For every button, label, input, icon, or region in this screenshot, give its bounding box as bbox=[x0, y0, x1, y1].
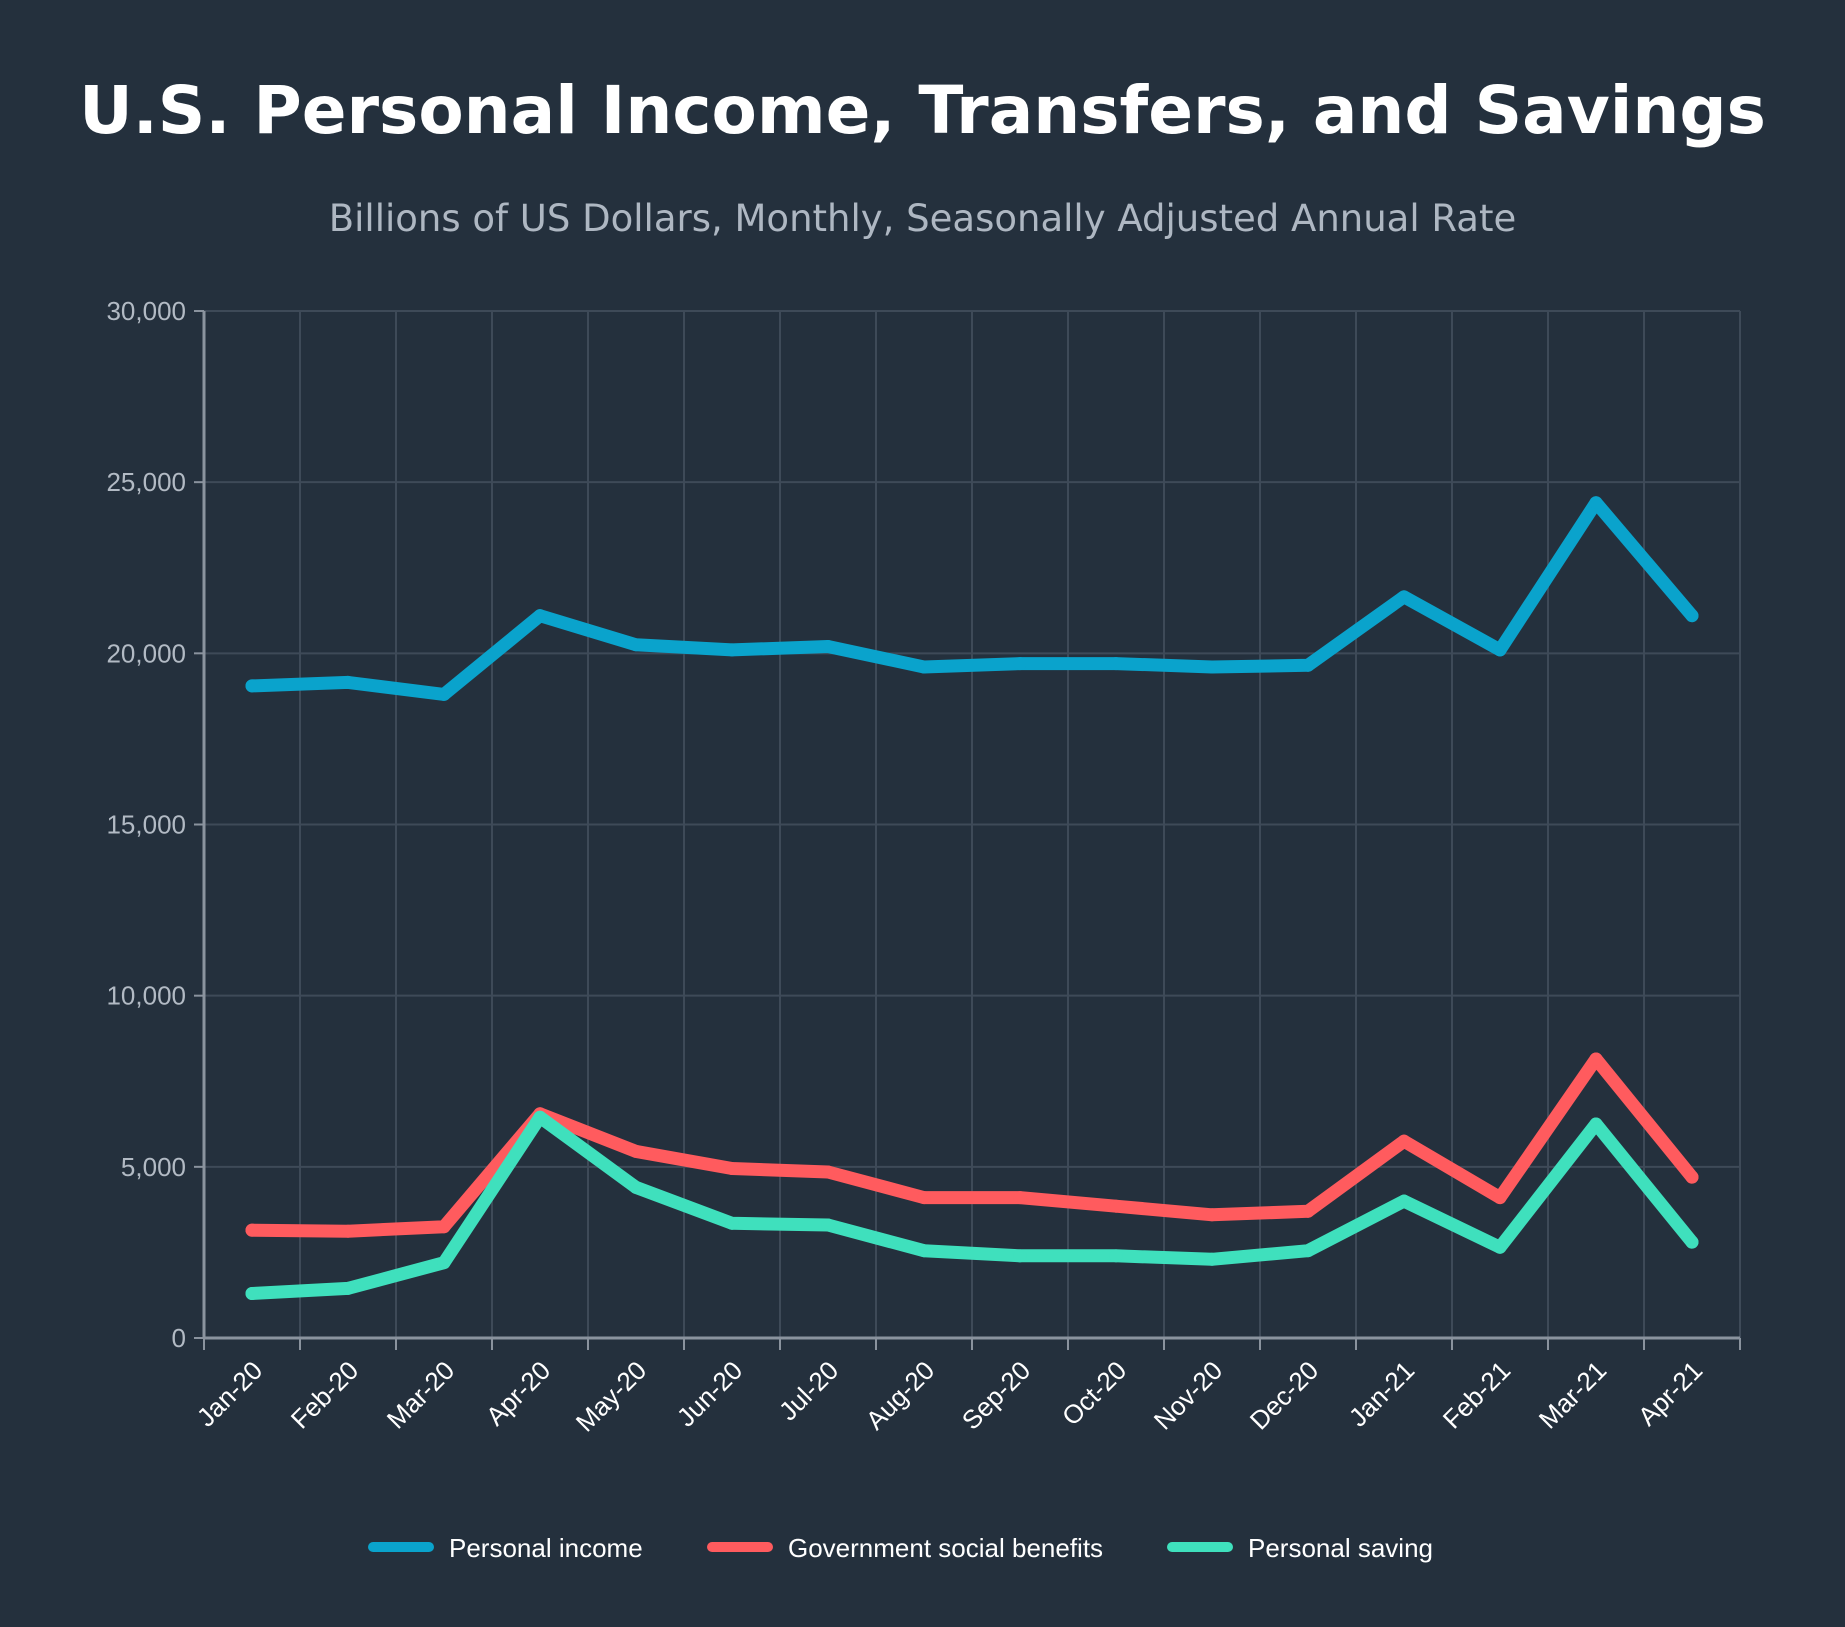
data-point bbox=[1685, 1170, 1699, 1184]
y-tick-label: 10,000 bbox=[106, 981, 186, 1011]
data-point bbox=[1685, 609, 1699, 623]
legend-label: Personal income bbox=[449, 1533, 643, 1563]
data-point bbox=[1493, 1191, 1507, 1205]
data-point bbox=[1589, 496, 1603, 510]
x-tick-label: Mar-21 bbox=[1533, 1355, 1612, 1434]
y-tick-label: 25,000 bbox=[106, 467, 186, 497]
x-tick-label: Aug-20 bbox=[860, 1355, 940, 1435]
data-point bbox=[1397, 1134, 1411, 1148]
data-point bbox=[629, 1144, 643, 1158]
x-tick-label: May-20 bbox=[570, 1355, 653, 1438]
chart-subtitle: Billions of US Dollars, Monthly, Seasona… bbox=[328, 197, 1517, 240]
data-point bbox=[917, 1191, 931, 1205]
x-tick-label: Mar-20 bbox=[381, 1355, 460, 1434]
y-tick-label: 0 bbox=[172, 1323, 186, 1353]
axes: 0 5,000 10,000 15,000 20,000 25,000 30,000 Jan-… bbox=[106, 296, 1741, 1438]
data-point bbox=[821, 639, 835, 653]
data-point bbox=[1013, 657, 1027, 671]
x-tick-label: Feb-21 bbox=[1437, 1355, 1516, 1434]
x-tick-label: Dec-20 bbox=[1244, 1355, 1324, 1435]
chart-title: U.S. Personal Income, Transfers, and Sav… bbox=[79, 72, 1766, 149]
data-point bbox=[1493, 643, 1507, 657]
data-point bbox=[1013, 1191, 1027, 1205]
x-tick-label: Jan-21 bbox=[1343, 1355, 1420, 1432]
data-point bbox=[917, 660, 931, 674]
data-point bbox=[1109, 1249, 1123, 1263]
data-point bbox=[1589, 1052, 1603, 1066]
data-point bbox=[1205, 1252, 1219, 1266]
data-point bbox=[1301, 1244, 1315, 1258]
data-point bbox=[1301, 658, 1315, 672]
data-point bbox=[437, 687, 451, 701]
series-line-government-social-benefits bbox=[245, 1052, 1699, 1238]
x-tick-label: Jul-20 bbox=[773, 1355, 844, 1426]
data-point bbox=[1589, 1117, 1603, 1131]
data-point bbox=[629, 638, 643, 652]
data-point bbox=[437, 1256, 451, 1270]
data-point bbox=[725, 643, 739, 657]
series-line-personal-saving bbox=[245, 1110, 1699, 1300]
data-point bbox=[341, 1224, 355, 1238]
x-tick-label: Feb-20 bbox=[285, 1355, 364, 1434]
data-point bbox=[917, 1244, 931, 1258]
y-tick-label: 20,000 bbox=[106, 638, 186, 668]
x-tick-label: Sep-20 bbox=[956, 1355, 1036, 1435]
legend-label: Personal saving bbox=[1248, 1533, 1433, 1563]
x-tick-label: Jun-20 bbox=[671, 1355, 748, 1432]
data-point bbox=[1205, 660, 1219, 674]
x-tick-label: Apr-21 bbox=[1632, 1355, 1708, 1431]
x-tick-label: Nov-20 bbox=[1148, 1355, 1228, 1435]
x-tick-label: Oct-20 bbox=[1056, 1355, 1132, 1431]
legend: Personal income Government social benefit… bbox=[368, 1533, 1433, 1563]
data-point bbox=[821, 1165, 835, 1179]
data-point bbox=[1493, 1240, 1507, 1254]
x-tick-label: Jan-20 bbox=[191, 1355, 268, 1432]
data-point bbox=[1301, 1204, 1315, 1218]
data-point bbox=[725, 1216, 739, 1230]
data-point bbox=[1397, 590, 1411, 604]
data-point bbox=[1109, 657, 1123, 671]
data-point bbox=[1397, 1194, 1411, 1208]
data-point bbox=[533, 1110, 547, 1124]
data-point bbox=[629, 1180, 643, 1194]
data-point bbox=[341, 675, 355, 689]
grid bbox=[204, 310, 1741, 1338]
data-point bbox=[821, 1218, 835, 1232]
data-point bbox=[533, 609, 547, 623]
data-point bbox=[437, 1220, 451, 1234]
x-tick-label: Apr-20 bbox=[480, 1355, 556, 1431]
data-point bbox=[245, 1286, 259, 1300]
data-point bbox=[1205, 1208, 1219, 1222]
data-point bbox=[725, 1162, 739, 1176]
y-tick-label: 5,000 bbox=[121, 1152, 186, 1182]
legend-label: Government social benefits bbox=[788, 1533, 1103, 1563]
data-point bbox=[245, 1223, 259, 1237]
data-point bbox=[1109, 1199, 1123, 1213]
y-tick-label: 30,000 bbox=[106, 296, 186, 326]
series-line-personal-income bbox=[245, 496, 1699, 701]
data-point bbox=[1685, 1235, 1699, 1249]
data-point bbox=[341, 1281, 355, 1295]
series-lines bbox=[245, 496, 1699, 1300]
data-point bbox=[245, 679, 259, 693]
y-tick-label: 15,000 bbox=[106, 810, 186, 840]
data-point bbox=[1013, 1249, 1027, 1263]
